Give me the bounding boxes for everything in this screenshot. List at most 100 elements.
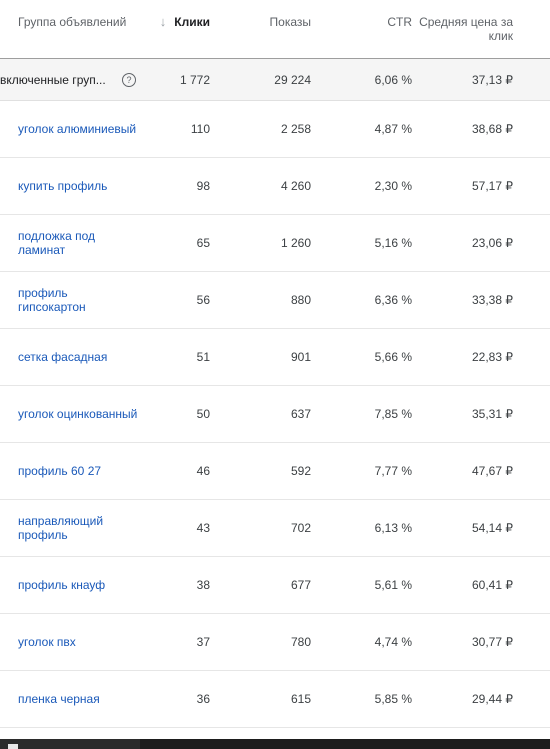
bottom-taskbar — [0, 739, 550, 749]
ad-group-link[interactable]: уголок оцинкованный — [18, 407, 138, 421]
avg-cpc-cell: 38,68 ₽ — [413, 101, 513, 157]
table-row: подложка под ламинат 65 1 260 5,16 % 23,06 ₽ — [0, 215, 550, 272]
avg-cpc-value: 38,68 ₽ — [472, 122, 513, 136]
ctr-value: 6,13 % — [374, 521, 412, 535]
avg-cpc-cell: 30,77 ₽ — [413, 614, 513, 670]
total-clicks-value: 1 772 — [179, 72, 210, 87]
impressions-value: 880 — [290, 293, 311, 307]
column-header-ctr[interactable]: CTR — [312, 0, 412, 58]
column-header-impressions[interactable]: Показы — [211, 0, 311, 58]
ad-group-link[interactable]: уголок алюминиевый — [18, 122, 137, 136]
ad-group-cell: купить профиль — [18, 158, 138, 214]
total-row: включенные груп... ? 1 772 29 224 6,06 %… — [0, 59, 550, 101]
avg-cpc-value: 47,67 ₽ — [472, 464, 513, 478]
clicks-value: 36 — [196, 692, 210, 706]
ctr-value: 5,16 % — [374, 236, 412, 250]
clicks-cell: 38 — [90, 557, 210, 613]
column-header-avg-cpc-label: Средняя цена за клик — [419, 15, 513, 43]
table-row: уголок оцинкованный 50 637 7,85 % 35,31 ₽ — [0, 386, 550, 443]
ctr-value: 5,85 % — [374, 692, 412, 706]
ctr-cell: 4,87 % — [312, 101, 412, 157]
impressions-value: 702 — [290, 521, 311, 535]
help-icon[interactable]: ? — [122, 72, 136, 87]
column-header-avg-cpc[interactable]: Средняя цена за клик — [403, 0, 513, 58]
impressions-value: 615 — [290, 692, 311, 706]
table-row: сетка фасадная 51 901 5,66 % 22,83 ₽ — [0, 329, 550, 386]
clicks-value: 65 — [196, 236, 210, 250]
ctr-cell: 7,77 % — [312, 443, 412, 499]
impressions-value: 4 260 — [280, 179, 311, 193]
taskbar-app-icon[interactable] — [8, 744, 18, 749]
ad-group-link[interactable]: уголок пвх — [18, 635, 76, 649]
impressions-cell: 880 — [211, 272, 311, 328]
impressions-cell: 2 258 — [211, 101, 311, 157]
clicks-value: 51 — [196, 350, 210, 364]
impressions-value: 2 258 — [280, 122, 311, 136]
ad-group-link[interactable]: профиль 60 27 — [18, 464, 102, 478]
clicks-cell: 56 — [90, 272, 210, 328]
avg-cpc-cell: 29,44 ₽ — [413, 671, 513, 727]
column-header-ad-group-label: Группа объявлений — [18, 15, 127, 29]
table-row: профиль 60 27 46 592 7,77 % 47,67 ₽ — [0, 443, 550, 500]
total-label-cell: включенные груп... — [0, 59, 137, 100]
clicks-cell: 43 — [90, 500, 210, 556]
impressions-value: 901 — [290, 350, 311, 364]
avg-cpc-cell: 57,17 ₽ — [413, 158, 513, 214]
clicks-cell: 37 — [90, 614, 210, 670]
column-header-ad-group[interactable]: Группа объявлений — [18, 0, 128, 58]
ad-group-cell: сетка фасадная — [18, 329, 138, 385]
avg-cpc-value: 23,06 ₽ — [472, 236, 513, 250]
ctr-cell: 5,16 % — [312, 215, 412, 271]
table-row: профиль кнауф 38 677 5,61 % 60,41 ₽ — [0, 557, 550, 614]
ctr-cell: 5,85 % — [312, 671, 412, 727]
ctr-cell: 2,30 % — [312, 158, 412, 214]
ad-group-cell: профиль гипсокартон — [18, 272, 138, 328]
impressions-cell: 702 — [211, 500, 311, 556]
ad-group-link[interactable]: подложка под ламинат — [18, 229, 96, 257]
clicks-cell: 98 — [90, 158, 210, 214]
impressions-cell: 615 — [211, 671, 311, 727]
total-impressions: 29 224 — [211, 59, 311, 100]
clicks-cell: 110 — [90, 101, 210, 157]
column-header-ctr-label: CTR — [387, 15, 412, 29]
avg-cpc-value: 54,14 ₽ — [472, 521, 513, 535]
table-row: купить профиль 98 4 260 2,30 % 57,17 ₽ — [0, 158, 550, 215]
ctr-value: 2,30 % — [374, 179, 412, 193]
ad-group-link[interactable]: профиль гипсокартон — [18, 286, 86, 314]
clicks-value: 56 — [196, 293, 210, 307]
ad-group-link[interactable]: купить профиль — [18, 179, 108, 193]
impressions-value: 637 — [290, 407, 311, 421]
ctr-value: 7,85 % — [374, 407, 412, 421]
ad-group-cell: пленка черная — [18, 671, 138, 727]
avg-cpc-value: 35,31 ₽ — [472, 407, 513, 421]
clicks-cell: 46 — [90, 443, 210, 499]
table-row: направляющий профиль 43 702 6,13 % 54,14 ₽ — [0, 500, 550, 557]
ad-group-link[interactable]: профиль кнауф — [18, 578, 106, 592]
impressions-value: 780 — [290, 635, 311, 649]
table-header: Группа объявлений ↓ Клики Показы CTR Сре… — [0, 0, 550, 59]
ad-group-cell: профиль 60 27 — [18, 443, 138, 499]
ad-group-cell: уголок алюминиевый — [18, 101, 138, 157]
ad-group-link[interactable]: направляющий профиль — [18, 514, 104, 542]
sort-arrow-down-icon: ↓ — [159, 14, 167, 29]
clicks-value: 38 — [196, 578, 210, 592]
ctr-value: 4,74 % — [374, 635, 412, 649]
taskbar-tab[interactable] — [0, 739, 140, 749]
total-avg-cpc-value: 37,13 ₽ — [472, 72, 513, 87]
avg-cpc-value: 33,38 ₽ — [472, 293, 513, 307]
ctr-value: 7,77 % — [374, 464, 412, 478]
impressions-value: 677 — [290, 578, 311, 592]
ctr-value: 6,36 % — [374, 293, 412, 307]
column-header-clicks[interactable]: ↓ Клики — [90, 0, 210, 58]
column-header-impressions-label: Показы — [269, 15, 311, 29]
ctr-cell: 6,13 % — [312, 500, 412, 556]
total-clicks: 1 772 — [90, 59, 210, 100]
clicks-cell: 36 — [90, 671, 210, 727]
total-impressions-value: 29 224 — [274, 72, 311, 87]
ad-group-link[interactable]: пленка черная — [18, 692, 100, 706]
ad-group-link[interactable]: сетка фасадная — [18, 350, 108, 364]
ctr-cell: 7,85 % — [312, 386, 412, 442]
ctr-value: 4,87 % — [374, 122, 412, 136]
clicks-value: 46 — [196, 464, 210, 478]
avg-cpc-cell: 35,31 ₽ — [413, 386, 513, 442]
